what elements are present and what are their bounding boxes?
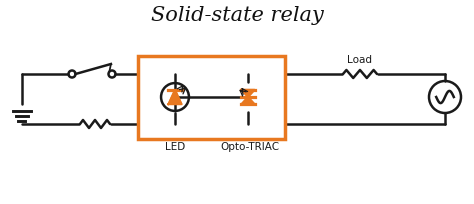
Bar	[138, 56, 285, 139]
Text: LED: LED	[165, 142, 185, 152]
Polygon shape	[241, 97, 255, 104]
Polygon shape	[241, 90, 255, 97]
Text: Solid-state relay: Solid-state relay	[151, 6, 323, 25]
Text: Load: Load	[347, 55, 373, 65]
Text: Opto-TRIAC: Opto-TRIAC	[220, 142, 280, 152]
Polygon shape	[168, 90, 182, 104]
